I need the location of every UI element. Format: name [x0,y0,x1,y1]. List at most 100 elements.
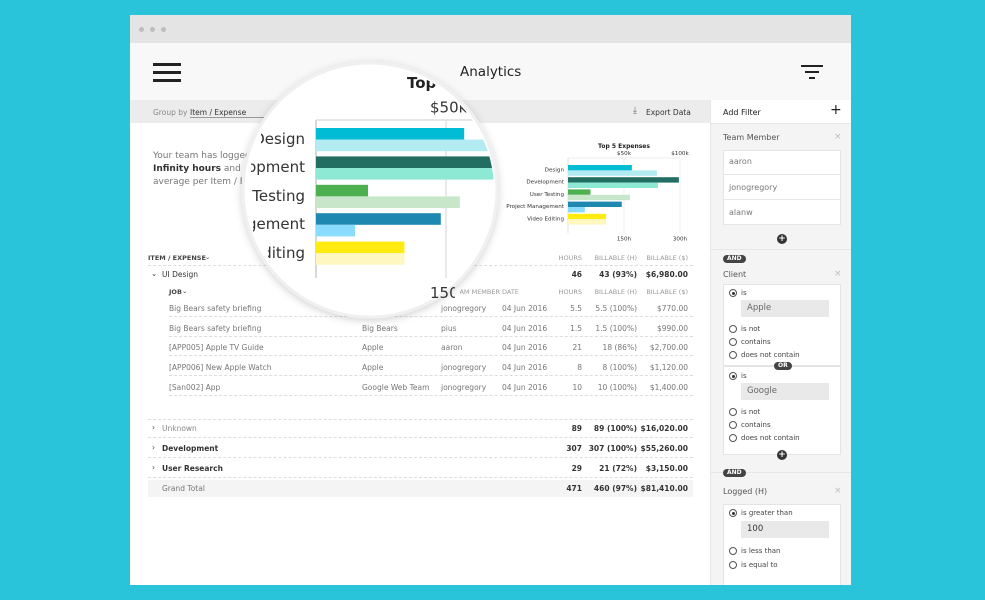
item-expense-header[interactable]: ITEM / EXPENSE [148,254,206,262]
window-dot[interactable] [139,27,144,32]
client-radio[interactable] [729,434,737,442]
job-member: jonogregory [441,304,487,313]
job-hours-header: HOURS [558,288,582,296]
job-hours: 5.5 [570,304,582,313]
team-member-item[interactable]: jonogregory [729,183,778,192]
billable-d-header: BILLABLE ($) [646,254,688,262]
team-member-header: TEAM MEMBER [460,288,500,296]
job-date: 04 Jun 2016 [502,343,548,353]
close-icon[interactable]: × [834,486,842,496]
group-billable-h: 89 (100%) [593,424,637,433]
logged-radio[interactable] [729,561,737,569]
job-header[interactable]: JOB [169,288,182,296]
logged-radio[interactable] [729,547,737,555]
summary-hours: Infinity hours [153,164,222,174]
client-radio[interactable] [729,421,737,429]
group-name: UI Design [162,270,198,279]
hamburger-menu-icon[interactable] [153,63,181,82]
client-radio[interactable] [729,325,737,333]
close-icon[interactable]: × [834,132,842,142]
total-hours: 471 [566,484,582,493]
filter-icon[interactable] [801,65,823,79]
client-filter-title: Client [723,270,747,279]
job-billable_d: $1,120.00 [649,363,688,373]
job-job: Big Bears safety briefing [169,323,262,333]
group-name: User Research [162,464,223,473]
job-job: [APP006] New Apple Watch [169,363,272,373]
summary-line-1: Your team has logged [153,151,248,161]
client-radio[interactable] [729,372,737,380]
job-hours: 21 [572,343,582,353]
chevron-down-icon[interactable]: ⌄ [182,287,188,295]
date-header: DATE [502,288,519,296]
logged-value-input[interactable]: 100 [741,521,829,538]
chevron-down-icon[interactable]: ⌄ [205,253,211,261]
logged-radio[interactable] [729,509,737,517]
job-billable-d-header: BILLABLE ($) [646,288,688,296]
add-filter-plus-icon[interactable]: + [830,102,842,118]
client-option-label: is not [741,408,761,416]
chevron-right-icon[interactable]: › [152,423,155,432]
toolbar: Group by Item / Expense ⤓ Export Data [130,100,710,123]
job-job: [San002] App [169,382,221,392]
group-billable-d: $16,020.00 [640,424,688,433]
client-option-label: is [741,289,747,297]
team-member-item[interactable]: alanw [729,208,753,217]
job-billable_h: 18 (86%) [602,343,637,353]
page-title: Analytics [460,64,522,80]
add-member-plus-icon[interactable]: + [777,234,787,244]
group-billable-h: 307 (100%) [588,444,637,453]
total-billable-d: $81,410.00 [640,484,688,493]
group-billable-h: 21 (72%) [599,464,637,473]
client-value-input[interactable]: Google [741,383,829,400]
team-member-list [723,150,841,225]
job-job: Big Bears safety briefing [169,304,262,313]
job-member: jonogregory [441,363,487,373]
add-client-plus-icon[interactable]: + [777,450,787,460]
job-member: jonogregory [441,382,487,392]
logged-option-label: is greater than [741,509,793,517]
team-member-filter-title: Team Member [723,133,780,142]
job-billable_d: $990.00 [656,323,688,333]
client-option-label: does not contain [741,434,800,442]
client-value-input[interactable]: Apple [741,300,829,317]
job-member: pius [441,323,457,333]
chevron-down-icon[interactable]: ⌄ [151,269,158,278]
close-icon[interactable]: × [834,269,842,279]
client-radio[interactable] [729,338,737,346]
job-hours: 8 [577,363,582,373]
job-client: Apple [362,363,384,373]
export-data-button[interactable]: Export Data [646,108,691,117]
chevron-right-icon[interactable]: › [152,463,155,472]
filter-sidebar: Add Filter + Team Member × aaron jonogre… [710,100,851,585]
summary-line-2-rest: and $2 [223,164,248,174]
group-by-select[interactable]: Item / Expense [190,108,270,118]
download-icon: ⤓ [633,106,637,116]
job-member: aaron [441,343,463,353]
hours-header: HOURS [558,254,582,262]
app-header: Analytics [130,43,851,100]
job-client: Big Bears [362,323,398,333]
window-dot[interactable] [161,27,166,32]
window-dot[interactable] [150,27,155,32]
client-header: CLIENT [362,288,386,296]
client-radio[interactable] [729,351,737,359]
client-option-label: is [741,372,747,380]
app-window: Analytics Group by Item / Expense ⤓ Expo… [130,15,851,585]
summary-line-2: Infinity hours and $2 [153,163,248,175]
client-radio[interactable] [729,289,737,297]
total-billable-h: 460 (97%) [593,484,637,493]
group-hours: 46 [571,270,582,279]
and-badge: AND [723,469,746,477]
add-filter-label: Add Filter [723,108,761,117]
summary-line-3: average per Item / E [153,177,246,187]
logged-option-label: is less than [741,547,781,555]
job-billable_d: $770.00 [656,304,688,313]
group-hours: 29 [571,464,582,473]
chevron-right-icon[interactable]: › [152,443,155,452]
team-member-item[interactable]: aaron [729,157,752,166]
logged-filter-title: Logged (H) [723,487,768,496]
job-date: 04 Jun 2016 [502,363,548,373]
job-billable_h: 8 (100%) [602,363,637,373]
client-radio[interactable] [729,408,737,416]
